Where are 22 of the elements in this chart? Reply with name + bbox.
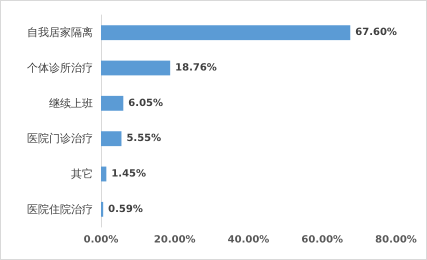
x-tick-label: 80.00% bbox=[375, 234, 417, 246]
x-tick-label: 40.00% bbox=[228, 234, 270, 246]
bar bbox=[101, 131, 122, 146]
y-tick-label: 医院门诊治疗 bbox=[27, 132, 93, 146]
y-tick-label: 其它 bbox=[71, 168, 93, 180]
data-label: 18.76% bbox=[175, 62, 217, 74]
bar bbox=[101, 60, 170, 76]
x-tick-label: 20.00% bbox=[154, 234, 196, 246]
y-tick-label: 个体诊所治疗 bbox=[27, 62, 93, 74]
bar bbox=[101, 25, 350, 40]
data-label: 5.55% bbox=[126, 133, 162, 144]
x-tick-label: 60.00% bbox=[301, 234, 344, 246]
bar bbox=[101, 166, 106, 182]
data-label: 67.60% bbox=[355, 27, 397, 38]
y-tick-label: 继续上班 bbox=[49, 96, 93, 110]
y-tick-label: 自我居家隔离 bbox=[27, 26, 93, 40]
data-label: 1.45% bbox=[111, 168, 146, 180]
bar bbox=[101, 96, 124, 111]
data-label: 6.05% bbox=[128, 98, 164, 109]
data-label: 0.59% bbox=[108, 204, 143, 215]
x-tick-label: 0.00% bbox=[84, 234, 118, 246]
y-tick-label: 医院住院治疗 bbox=[27, 202, 93, 216]
